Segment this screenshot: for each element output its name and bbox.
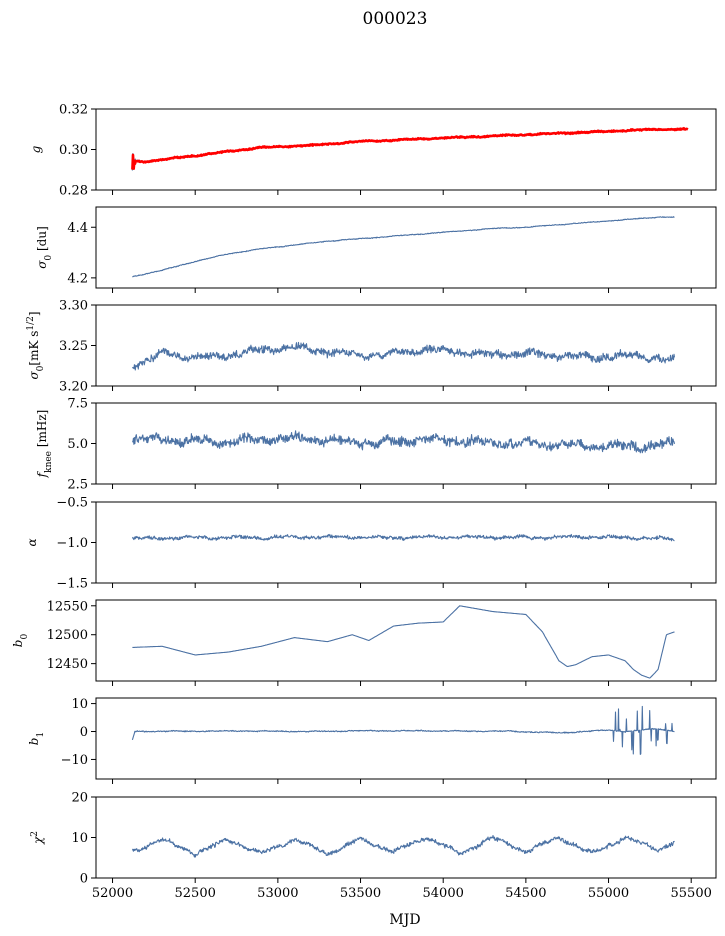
x-tick-label: 52500 xyxy=(175,886,216,901)
y-tick-label: 5.0 xyxy=(67,437,88,452)
data-series-line xyxy=(131,533,675,542)
data-series-line xyxy=(132,216,675,278)
panels: 0.28 0.30 0.32 g 4.2 4.4 σ0 [du] 3.20 3.25 3.30 σ0… xyxy=(11,103,717,901)
x-tick-label: 52000 xyxy=(92,886,133,901)
y-tick-label: 10 xyxy=(71,831,88,846)
data-series-line xyxy=(131,705,675,755)
y-tick-label: 0 xyxy=(80,725,88,740)
panel-chi2: 0 10 20 52000 52500 53000 53500 54000 54500 55000… xyxy=(30,791,717,901)
x-axis-label: MJD xyxy=(389,912,420,928)
y-axis-label: α xyxy=(25,538,39,546)
axes-frame xyxy=(95,599,717,682)
x-tick-label: 55000 xyxy=(588,886,629,901)
y-axis-label: b0 xyxy=(11,634,30,648)
y-tick-label: 2.5 xyxy=(67,478,88,493)
y-axis-label: g xyxy=(29,145,43,153)
y-tick-label: 12450 xyxy=(47,657,88,672)
y-tick-label: −1.0 xyxy=(56,536,88,551)
y-tick-label: −10 xyxy=(61,753,88,768)
y-tick-label: 3.25 xyxy=(59,339,88,354)
axes-frame xyxy=(95,108,717,191)
data-series-line xyxy=(131,127,675,171)
y-tick-label: 0 xyxy=(80,872,88,887)
panel-alpha: −1.5 −1.0 −0.5 α xyxy=(25,496,717,592)
y-tick-label: −0.5 xyxy=(56,496,88,511)
y-tick-label: 4.2 xyxy=(67,271,88,286)
y-axis-label: σ0[mK s1/2] xyxy=(26,311,46,379)
axes-frame xyxy=(95,206,717,289)
y-axis-label: σ0 [du] xyxy=(35,226,54,269)
x-tick-label: 53500 xyxy=(340,886,381,901)
y-tick-label: 10 xyxy=(71,697,88,712)
figure-title: 000023 xyxy=(363,9,428,29)
y-tick-label: 0.32 xyxy=(59,103,88,118)
y-tick-label: 7.5 xyxy=(67,397,88,412)
y-tick-label: 3.30 xyxy=(59,299,88,314)
y-tick-label: 0.28 xyxy=(59,184,88,199)
panel-fknee: 2.5 5.0 7.5 fknee [mHz] xyxy=(35,397,717,493)
model-series-line xyxy=(131,127,689,170)
panel-sigma_mk: 3.20 3.25 3.30 σ0[mK s1/2] xyxy=(26,299,717,395)
axes-frame xyxy=(95,304,717,387)
data-series-line xyxy=(131,341,676,371)
panel-b0: 12450 12500 12550 b0 xyxy=(11,599,717,686)
axes-frame xyxy=(95,796,717,879)
y-tick-label: −1.5 xyxy=(56,577,88,592)
panel-b1: −10 0 10 b1 xyxy=(27,697,717,784)
y-tick-label: 4.4 xyxy=(67,221,88,236)
x-tick-label: 54000 xyxy=(423,886,464,901)
y-axis-label: χ2 xyxy=(30,831,45,845)
y-tick-label: 20 xyxy=(71,791,88,806)
y-tick-label: 12550 xyxy=(47,599,88,614)
y-tick-label: 12500 xyxy=(47,628,88,643)
axes-frame xyxy=(95,501,717,584)
axes-frame xyxy=(95,697,717,780)
panel-g: 0.28 0.30 0.32 g xyxy=(29,103,717,199)
x-tick-label: 54500 xyxy=(505,886,546,901)
y-axis-label: fknee [mHz] xyxy=(35,410,54,479)
x-tick-label: 53000 xyxy=(257,886,298,901)
data-series-line xyxy=(131,834,675,858)
y-tick-label: 3.20 xyxy=(59,380,88,395)
y-tick-label: 0.30 xyxy=(59,143,88,158)
data-series-line xyxy=(132,605,675,679)
data-series-line xyxy=(131,430,676,454)
y-axis-label: b1 xyxy=(27,732,46,745)
x-tick-label: 55500 xyxy=(671,886,712,901)
panel-sigma_du: 4.2 4.4 σ0 [du] xyxy=(35,206,717,293)
